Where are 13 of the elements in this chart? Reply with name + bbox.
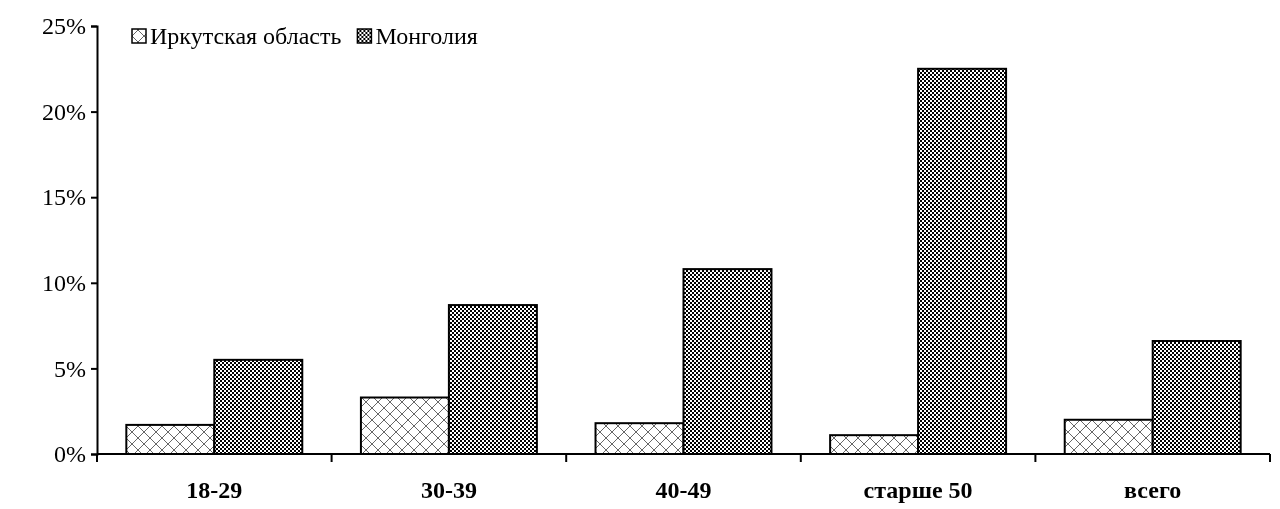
- x-tick-label: 30-39: [420, 477, 477, 503]
- x-tick-label: всего: [1124, 477, 1182, 503]
- x-tick-label: старше 50: [863, 477, 973, 503]
- x-tick-label: 18-29: [186, 477, 243, 503]
- y-tick-label: 15%: [42, 184, 86, 211]
- y-tick-label: 20%: [42, 98, 86, 125]
- y-tick-label: 5%: [54, 355, 86, 382]
- y-tick-label: 0%: [54, 441, 86, 468]
- x-tick-label: 40-49: [655, 477, 712, 503]
- legend-label: Иркутская область: [150, 23, 342, 49]
- y-tick-label: 25%: [42, 13, 86, 40]
- y-tick-label: 10%: [42, 269, 86, 296]
- legend-label: Монголия: [375, 23, 478, 49]
